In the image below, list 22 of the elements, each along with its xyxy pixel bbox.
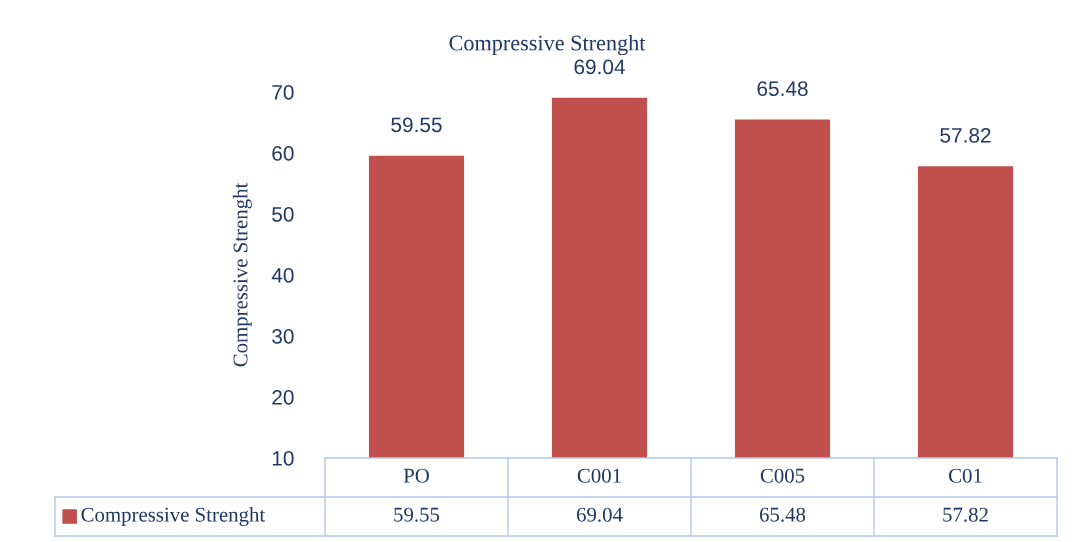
chart-title: Compressive Strenght xyxy=(449,34,646,56)
text: 65.48 xyxy=(759,507,806,522)
y-tick-label: 20 xyxy=(272,390,294,405)
data-label: 57.82 xyxy=(940,127,991,143)
y-axis-title: Compressive Strenght xyxy=(232,182,252,367)
text: 59.55 xyxy=(394,507,440,522)
text: 69.04 xyxy=(576,507,623,522)
y-tick-label: 60 xyxy=(272,146,294,161)
y-tick-label: 70 xyxy=(272,85,294,100)
y-tick-label: 30 xyxy=(272,329,294,344)
data-label: 69.04 xyxy=(574,59,625,75)
x-tick-label: C005 xyxy=(760,468,805,483)
y-tick-label: 40 xyxy=(271,268,294,283)
x-tick-label: PO xyxy=(403,468,429,483)
x-tick-label: C001 xyxy=(577,468,621,483)
legend-label: Compressive Strenght xyxy=(81,507,266,526)
data-label: 59.55 xyxy=(391,117,442,133)
x-tick-label: C01 xyxy=(948,468,982,483)
text: 57.82 xyxy=(943,507,988,522)
y-tick-label: 10 xyxy=(272,451,294,466)
y-tick-label: 50 xyxy=(272,207,294,222)
data-label: 65.48 xyxy=(757,81,808,97)
